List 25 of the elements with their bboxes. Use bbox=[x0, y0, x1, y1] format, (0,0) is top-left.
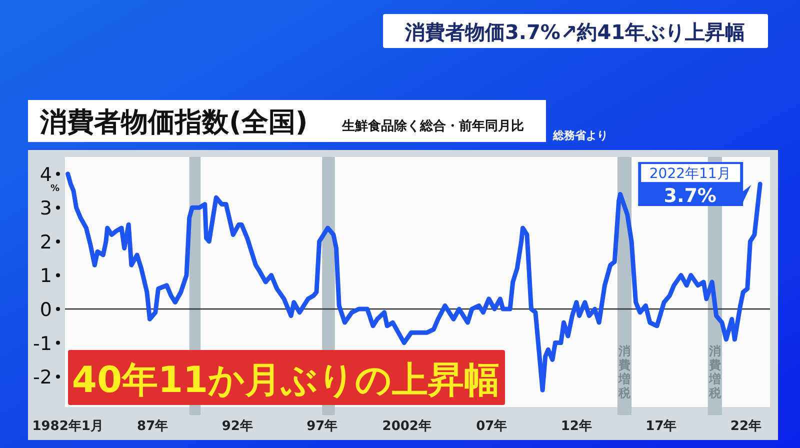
y-tick-label: 3 bbox=[40, 198, 52, 220]
x-tick-label: 2002年 bbox=[382, 419, 432, 434]
callout: 2022年11月 3.7% bbox=[638, 162, 752, 208]
x-tick-label: 1982年1月 bbox=[32, 419, 104, 434]
x-tick-label: 87年 bbox=[137, 419, 168, 434]
x-tick-label: 22年 bbox=[730, 419, 762, 434]
y-tick-label: 1 bbox=[40, 265, 52, 288]
y-tick-label: 0 bbox=[40, 299, 52, 322]
text: 総務省より bbox=[552, 129, 608, 142]
y-tick-label: 2 bbox=[40, 231, 52, 254]
y-tick-label: 4 bbox=[40, 164, 52, 186]
x-tick-label: 92年 bbox=[222, 419, 253, 434]
annotation: 2022年11月 bbox=[649, 166, 731, 182]
y-tick-label: -1 bbox=[33, 332, 52, 355]
x-tick-label: 07年 bbox=[476, 419, 508, 434]
text: 消費者物価3.7%↗約41年ぶり上昇幅 bbox=[404, 20, 746, 44]
x-tick-label: 97年 bbox=[306, 419, 338, 434]
chart-title: 消費者物価指数(全国) bbox=[39, 107, 308, 138]
annotation: 3.7% bbox=[664, 185, 716, 208]
x-tick-label: 17年 bbox=[646, 419, 677, 434]
x-tick-label: 12年 bbox=[560, 419, 592, 434]
y-axis-title: % bbox=[50, 184, 60, 194]
chart-subtitle: 生鮮食品除く総合・前年同月比 bbox=[341, 118, 524, 134]
y-tick-label: -2 bbox=[33, 366, 52, 389]
annotation: 40年11か月ぶりの上昇幅 bbox=[72, 360, 500, 401]
